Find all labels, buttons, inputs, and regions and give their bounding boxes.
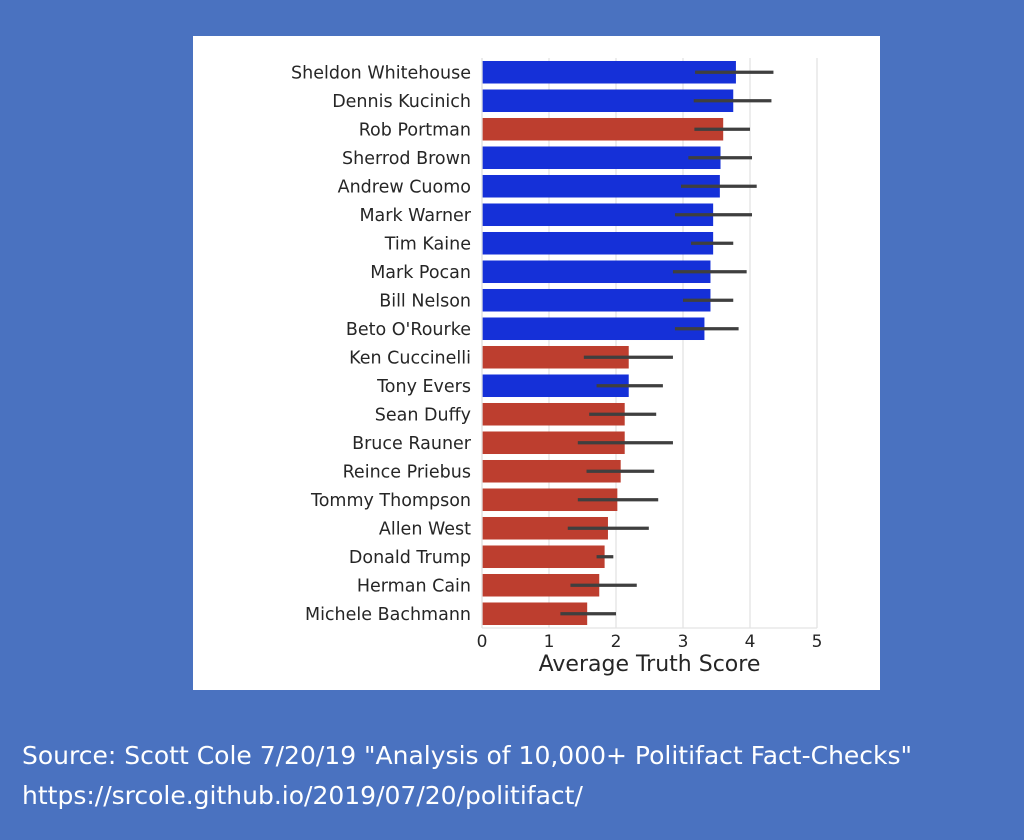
bar <box>482 288 711 312</box>
source-url: https://srcole.github.io/2019/07/20/poli… <box>22 781 583 810</box>
truth-score-bar-chart: Sheldon Whitehouse Dennis Kucinich Rob Por… <box>291 58 823 677</box>
x-axis-label: Average Truth Score <box>539 652 761 677</box>
x-tick-label: 5 <box>812 632 823 652</box>
bar <box>482 573 600 597</box>
category-label: Allen West <box>379 519 471 539</box>
category-label: Sheldon Whitehouse <box>291 63 471 83</box>
bar <box>482 174 720 198</box>
bar <box>482 146 721 170</box>
bar <box>482 374 629 398</box>
bar <box>482 345 629 369</box>
category-label: Bruce Rauner <box>352 434 472 454</box>
bar <box>482 545 605 569</box>
chart-panel: Sheldon Whitehouse Dennis Kucinich Rob Por… <box>193 36 880 690</box>
category-label: Tommy Thompson <box>310 491 471 511</box>
bar <box>482 203 714 227</box>
bar <box>482 260 711 284</box>
x-tick-label: 2 <box>611 632 622 652</box>
category-label: Reince Priebus <box>343 462 471 482</box>
category-label: Tim Kaine <box>384 234 471 254</box>
category-label: Bill Nelson <box>379 291 471 311</box>
category-label: Mark Pocan <box>370 263 471 283</box>
bar <box>482 89 734 113</box>
bar <box>482 231 714 255</box>
x-tick-label: 3 <box>678 632 689 652</box>
category-label: Andrew Cuomo <box>338 177 471 197</box>
bar <box>482 431 625 455</box>
category-label: Sean Duffy <box>375 405 471 425</box>
source-caption: Source: Scott Cole 7/20/19 "Analysis of … <box>22 741 913 770</box>
category-label: Beto O'Rourke <box>346 320 471 340</box>
bar <box>482 402 625 426</box>
bar <box>482 60 736 84</box>
category-label: Ken Cuccinelli <box>349 348 471 368</box>
category-label: Michele Bachmann <box>305 605 471 625</box>
category-label: Donald Trump <box>349 548 471 568</box>
category-label: Rob Portman <box>359 120 471 140</box>
bar <box>482 317 705 341</box>
category-label: Herman Cain <box>357 576 471 596</box>
bar <box>482 602 588 626</box>
category-label: Mark Warner <box>359 206 471 226</box>
x-tick-label: 1 <box>544 632 555 652</box>
bar <box>482 516 608 540</box>
category-label: Sherrod Brown <box>342 149 471 169</box>
category-label: Dennis Kucinich <box>332 92 471 112</box>
bar <box>482 459 621 483</box>
bar <box>482 117 724 141</box>
category-label: Tony Evers <box>376 377 471 397</box>
x-tick-label: 4 <box>745 632 756 652</box>
bar <box>482 488 618 512</box>
x-tick-label: 0 <box>477 632 488 652</box>
